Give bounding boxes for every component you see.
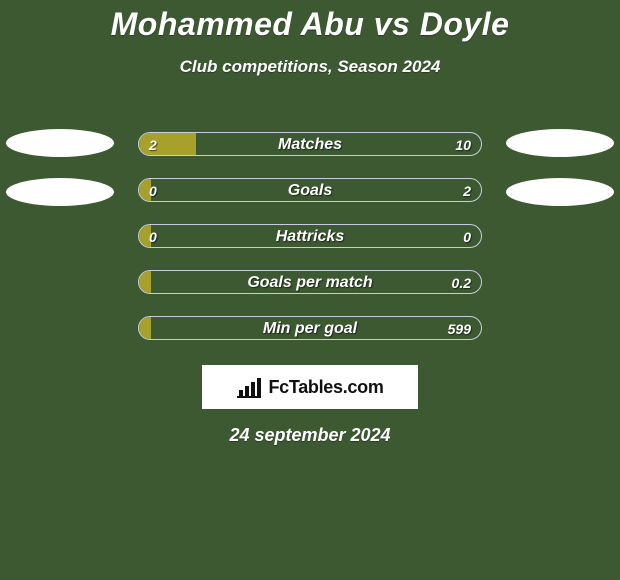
player-right-ellipse — [506, 129, 614, 157]
stat-bar-track: 2Matches10 — [138, 132, 482, 156]
stat-metric-label: Hattricks — [139, 225, 481, 247]
bar-chart-icon — [236, 376, 262, 398]
stat-value-right: 10 — [455, 133, 471, 155]
stat-value-right: 0 — [463, 225, 471, 247]
stat-value-right: 0.2 — [452, 271, 471, 293]
page-title: Mohammed Abu vs Doyle — [0, 6, 620, 43]
comparison-chart: 2Matches100Goals20Hattricks0Goals per ma… — [0, 121, 620, 351]
player-right-ellipse — [506, 178, 614, 206]
stat-bar-fill — [139, 317, 151, 339]
stat-bar-fill — [139, 133, 196, 155]
generation-date: 24 september 2024 — [0, 425, 620, 446]
stat-bar-fill — [139, 271, 151, 293]
stat-bar-fill — [139, 225, 151, 247]
stat-bar-track: 0Goals2 — [138, 178, 482, 202]
stat-row: 0Hattricks0 — [0, 213, 620, 259]
stat-metric-label: Min per goal — [139, 317, 481, 339]
subtitle: Club competitions, Season 2024 — [0, 57, 620, 77]
comparison-container: Mohammed Abu vs Doyle Club competitions,… — [0, 0, 620, 446]
player-left-ellipse — [6, 178, 114, 206]
stat-bar-track: Min per goal599 — [138, 316, 482, 340]
stat-metric-label: Goals — [139, 179, 481, 201]
stat-row: 0Goals2 — [0, 167, 620, 213]
stat-metric-label: Goals per match — [139, 271, 481, 293]
stat-row: Goals per match0.2 — [0, 259, 620, 305]
brand-box: FcTables.com — [202, 365, 418, 409]
stat-row: Min per goal599 — [0, 305, 620, 351]
stat-bar-track: 0Hattricks0 — [138, 224, 482, 248]
player-left-ellipse — [6, 129, 114, 157]
brand-name: FcTables.com — [268, 377, 383, 398]
stat-row: 2Matches10 — [0, 121, 620, 167]
stat-bar-fill — [139, 179, 151, 201]
stat-value-right: 599 — [448, 317, 471, 339]
stat-bar-track: Goals per match0.2 — [138, 270, 482, 294]
stat-value-right: 2 — [463, 179, 471, 201]
